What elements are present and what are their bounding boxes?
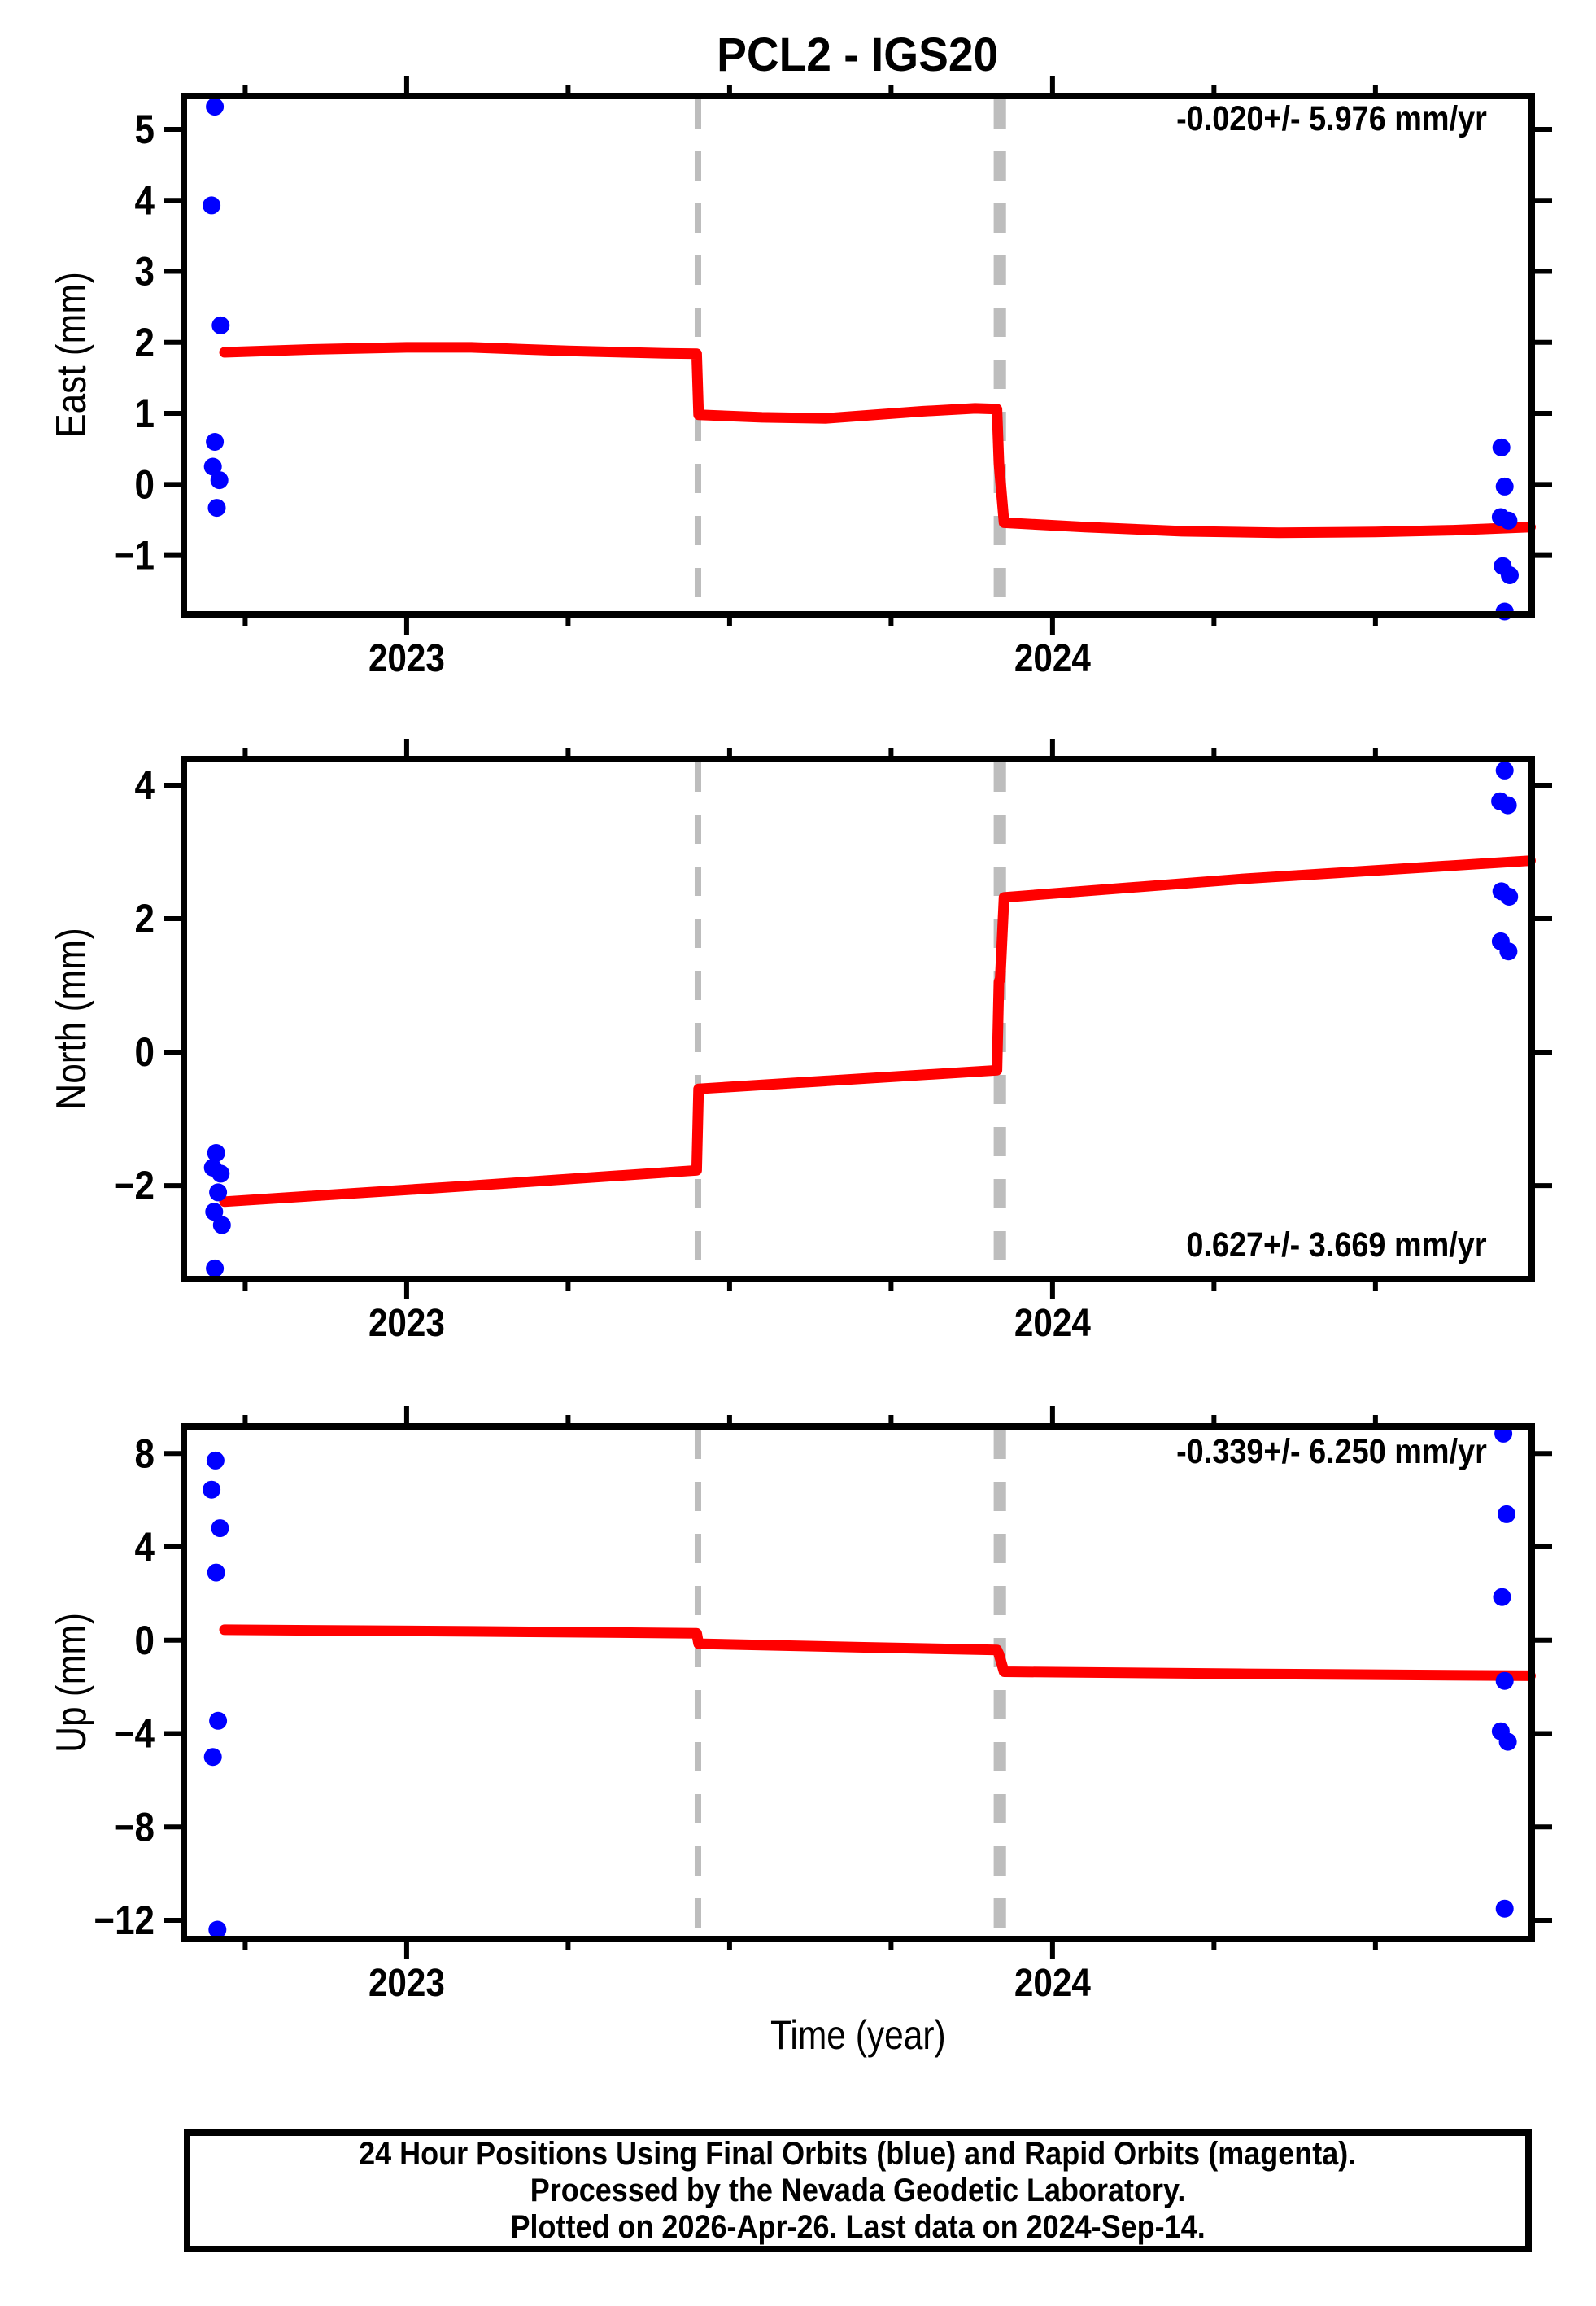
data-point-final [1495,761,1514,780]
up-trend-line [219,1624,1536,1681]
data-point-final [206,1259,225,1277]
data-point-final [1501,566,1519,584]
y-tick-label: 4 [135,762,155,807]
data-point-final [207,1563,225,1582]
y-tick-label: −1 [114,532,155,578]
data-point-final [1493,1588,1511,1606]
y-tick-label: −8 [114,1804,155,1850]
x-tick-label: 2024 [1014,1960,1091,2004]
data-point-final [203,457,222,476]
data-point-final [206,1451,225,1470]
data-point-final [203,196,221,215]
north-trend-line [219,855,1536,1208]
data-point-final [211,1519,229,1538]
x-axis-title: Time (year) [770,2012,946,2058]
panel-frame [181,756,1535,1282]
data-point-final [1499,511,1518,530]
x-tick-label: 2023 [368,1960,445,2004]
y-tick-label: 8 [135,1430,155,1476]
footer-box: 24 Hour Positions Using Final Orbits (bl… [184,2129,1532,2252]
panel-up: 2023 2024 −12 −8 −4 0 4 8 [94,1406,1552,2005]
footer-line-3: Plotted on 2026-Apr-26. Last data on 202… [510,2209,1206,2245]
data-point-final [206,98,225,116]
x-tick-label: 2024 [1014,635,1091,679]
data-point-final [208,1920,227,1939]
y-tick-label: 0 [135,1029,155,1074]
data-point-final [1499,942,1518,961]
data-point-final [1495,1899,1514,1918]
data-point-final [209,1183,228,1202]
panel-east: 2023 2024 −1 0 1 2 3 4 5 [114,76,1552,680]
y-tick-label: 5 [135,106,155,151]
footer-line-1: 24 Hour Positions Using Final Orbits (bl… [359,2136,1357,2172]
data-point-final [1500,888,1519,906]
data-point-final [1495,477,1514,496]
y-tick-label: 2 [135,895,155,941]
north-velocity-annotation: 0.627+/- 3.669 mm/yr [1186,1225,1487,1264]
panel-frame [181,1423,1535,1942]
data-point-final [1498,1732,1517,1751]
y-tick-label: −4 [114,1710,155,1756]
data-point-final [209,1711,228,1730]
east-trend-line [219,342,1536,539]
data-point-final [210,471,229,490]
data-point-final [203,1480,221,1499]
data-point-final [207,499,226,518]
y-tick-label: 2 [135,319,155,365]
y-tick-label: 0 [135,461,155,507]
y-tick-label: −2 [114,1163,155,1208]
x-tick-label: 2024 [1014,1300,1091,1344]
data-point-final [206,433,225,451]
y-tick-label: 1 [135,390,155,435]
data-point-final [207,1144,225,1162]
data-point-final [203,1748,222,1767]
data-point-final [1495,1671,1514,1690]
up-velocity-annotation: -0.339+/- 6.250 mm/yr [1176,1432,1487,1471]
y-tick-label: 4 [135,1523,155,1569]
data-point-final [1498,796,1517,815]
x-tick-label: 2023 [368,1300,445,1344]
data-point-final [211,316,230,334]
y-tick-label: 0 [135,1617,155,1662]
footer-line-2: Processed by the Nevada Geodetic Laborat… [530,2173,1186,2208]
data-point-final [211,1164,230,1183]
page-title: PCL2 - IGS20 [717,28,999,81]
data-point-final [205,1203,224,1221]
east-velocity-annotation: -0.020+/- 5.976 mm/yr [1176,99,1487,138]
panel-north: 2023 2024 −2 0 2 4 [114,739,1552,1345]
data-point-final [212,1216,231,1234]
data-point-final [1498,1505,1515,1523]
y-tick-label: 4 [135,177,155,223]
panel-frame [181,93,1535,618]
y-tick-label: 3 [135,248,155,294]
y-tick-label: −12 [94,1897,155,1942]
x-tick-label: 2023 [368,635,445,679]
data-point-final [1492,438,1511,456]
